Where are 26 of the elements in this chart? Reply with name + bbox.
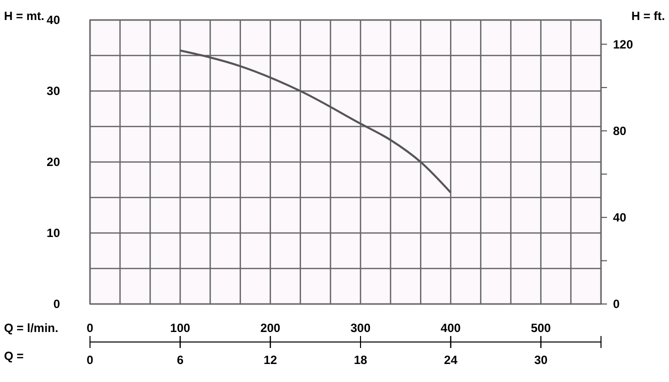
y-tick-label: 10: [46, 226, 60, 240]
y-tick-label: 40: [46, 13, 60, 28]
x-tick-label: 500: [530, 321, 552, 335]
x-axis-title: Q = l/min.: [4, 321, 58, 335]
x2-tick-label: 0: [86, 353, 94, 367]
x-tick-label: 200: [260, 321, 281, 335]
x2-tick-label: 24: [444, 353, 458, 367]
x2-tick-label: 30: [534, 353, 548, 367]
x2-axis-title: Q =: [4, 349, 24, 363]
line-series: [179, 50, 452, 194]
y-tick-label: 30: [46, 84, 60, 98]
y2-tick-label: 80: [613, 124, 627, 138]
y2-tick-label: 0: [613, 297, 620, 312]
x2-tick-label: 6: [176, 353, 184, 367]
x2-tick-label: 18: [354, 353, 368, 367]
x2-tick-label: 12: [264, 353, 278, 367]
y-axis-title: H = mt.: [4, 9, 44, 23]
x-tick-label: 100: [170, 321, 191, 335]
y-tick-label: 20: [46, 155, 60, 170]
y2-axis-title: H = ft.: [631, 9, 665, 23]
y2-tick-label: 40: [613, 210, 627, 225]
x-tick-label: 0: [86, 321, 94, 335]
y-tick-label: 0: [53, 297, 60, 312]
x-tick-label: 400: [440, 321, 462, 335]
x-tick-label: 300: [350, 321, 371, 335]
y2-tick-label: 120: [613, 37, 634, 52]
